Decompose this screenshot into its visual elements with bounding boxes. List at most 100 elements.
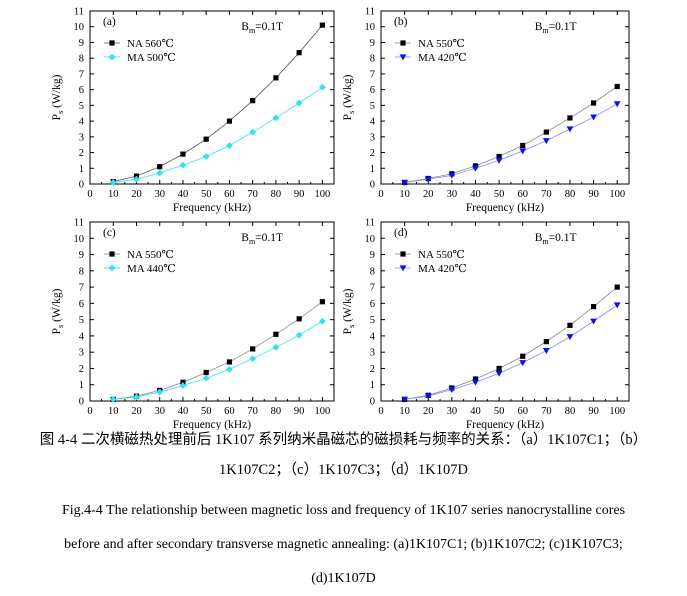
x-tick-label: 40: [470, 406, 481, 417]
x-tick-label: 20: [423, 189, 434, 200]
y-tick-label: 2: [370, 148, 375, 159]
data-point: [401, 179, 409, 186]
field-annotation-main: B: [241, 21, 249, 33]
caption-en-line-3: (d)1K107D: [311, 571, 376, 586]
x-tick-label: 60: [224, 189, 235, 200]
y-tick-label: 2: [79, 364, 84, 375]
y-tick-label: 5: [79, 315, 84, 326]
data-point: [318, 317, 326, 325]
field-annotation-sub: m: [542, 237, 549, 246]
x-tick-label: 0: [378, 189, 383, 200]
data-point: [614, 284, 620, 290]
x-axis-label: Frequency (kHz): [466, 419, 544, 430]
y-tick-label: 10: [365, 234, 376, 245]
data-point: [109, 179, 117, 186]
legend-marker: [108, 264, 116, 272]
legend-entry: NA 550℃: [127, 249, 174, 261]
chart-panel-b: 0 10 20 30 40 50 60 70 80 90 100 0 1 2 3 4 5 6 7 8 9 10 11 Freq…: [342, 7, 630, 214]
y-tick-label: 6: [370, 85, 375, 96]
y-tick-label: 5: [79, 101, 84, 112]
field-annotation-sub: m: [249, 237, 256, 246]
data-point: [273, 331, 279, 337]
y-tick-label: 4: [370, 117, 376, 128]
y-tick-label: 11: [74, 7, 84, 18]
data-point: [520, 142, 526, 149]
x-axis-label: Frequency (kHz): [466, 202, 544, 214]
y-tick-label: 6: [79, 299, 84, 310]
data-point: [401, 396, 409, 403]
field-annotation-value: =0.1T: [549, 232, 577, 244]
x-tick-label: 10: [399, 406, 410, 417]
y-tick-label: 4: [79, 117, 85, 128]
data-point: [273, 75, 279, 81]
data-point: [133, 175, 140, 183]
series-na: NA 560℃: [104, 22, 325, 185]
x-tick-label: 50: [494, 189, 505, 200]
x-tick-label: 10: [108, 189, 119, 200]
x-tick-label: 90: [294, 406, 305, 417]
legend-marker: [108, 53, 116, 61]
field-annotation-sub: m: [542, 26, 549, 35]
y-tick-label: 6: [79, 85, 84, 96]
data-point: [519, 360, 527, 367]
y-tick-label: 3: [79, 348, 84, 359]
data-point: [202, 153, 210, 160]
data-point: [295, 331, 303, 339]
y-axis-label-unit: (W/kg): [51, 288, 63, 324]
data-point: [543, 339, 549, 345]
y-tick-label: 11: [365, 7, 375, 18]
y-tick-label: 8: [370, 54, 375, 65]
data-point: [157, 164, 163, 170]
panel-label: (b): [394, 16, 408, 28]
series-line: [404, 286, 618, 400]
legend-marker: [109, 251, 115, 257]
x-tick-label: 90: [294, 189, 305, 200]
x-tick-label: 80: [271, 406, 282, 417]
series-line: [404, 86, 618, 183]
field-annotation: Bm=0.1T: [535, 21, 577, 35]
x-axis-label: Frequency (kHz): [173, 202, 251, 214]
field-annotation: Bm=0.1T: [535, 232, 577, 246]
panel-label: (d): [394, 227, 408, 239]
legend-entry: MA 500℃: [127, 52, 176, 64]
plot-frame: [380, 221, 630, 402]
y-tick-label: 6: [370, 299, 375, 310]
x-tick-label: 40: [178, 406, 189, 417]
field-annotation-main: B: [535, 21, 543, 33]
plot-frame: [380, 10, 630, 185]
legend-marker: [400, 251, 406, 257]
x-tick-label: 70: [247, 406, 258, 417]
x-tick-label: 50: [494, 406, 505, 417]
data-point: [319, 22, 325, 28]
y-tick-label: 0: [79, 397, 84, 408]
data-point: [448, 172, 456, 179]
y-axis-label-sub: s: [55, 111, 65, 114]
data-point: [590, 318, 597, 325]
series-ma: MA 420℃: [395, 263, 621, 403]
y-tick-label: 0: [370, 180, 375, 191]
y-tick-label: 7: [79, 283, 84, 294]
data-point: [543, 129, 549, 135]
data-point: [519, 148, 527, 155]
y-axis-label-sub: s: [346, 325, 356, 328]
data-point: [226, 359, 233, 365]
y-tick-label: 11: [74, 218, 84, 229]
y-tick-label: 7: [370, 283, 375, 294]
x-tick-label: 100: [609, 189, 625, 200]
plot-frame: [89, 221, 335, 402]
data-point: [590, 114, 597, 121]
y-tick-label: 0: [79, 180, 84, 191]
data-point: [250, 346, 256, 352]
field-annotation-main: B: [241, 232, 249, 244]
data-point: [203, 136, 209, 142]
data-point: [319, 299, 325, 305]
x-tick-label: 70: [541, 189, 552, 200]
data-point: [424, 393, 432, 400]
series-line: [113, 86, 323, 183]
y-tick-label: 4: [79, 331, 85, 342]
y-tick-label: 0: [370, 397, 375, 408]
x-tick-label: 70: [541, 406, 552, 417]
data-point: [567, 322, 573, 328]
y-tick-label: 1: [79, 380, 84, 391]
data-point: [250, 98, 256, 104]
